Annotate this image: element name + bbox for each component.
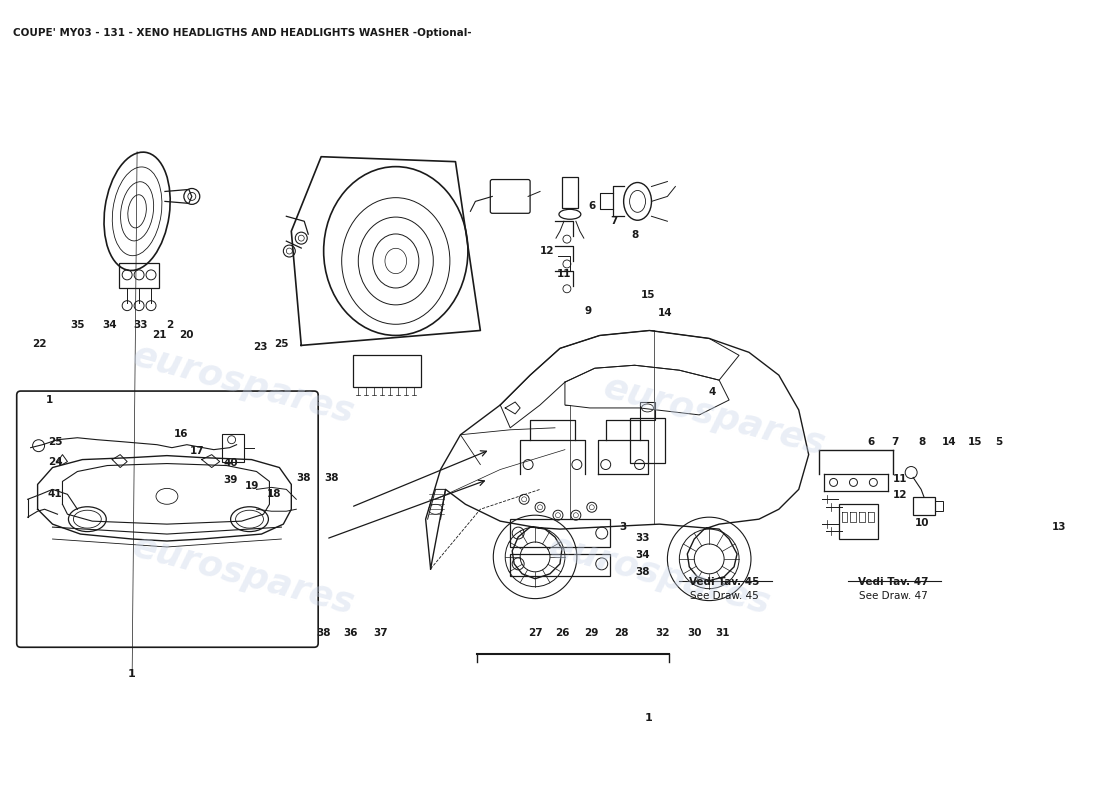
- Text: 30: 30: [688, 628, 702, 638]
- Bar: [510, 519, 609, 547]
- Text: 13: 13: [1052, 522, 1066, 532]
- Text: 22: 22: [32, 339, 46, 350]
- Text: 1: 1: [128, 669, 135, 679]
- Text: Vedi Tav. 45: Vedi Tav. 45: [689, 577, 759, 586]
- Bar: [510, 554, 609, 576]
- Text: 5: 5: [996, 437, 1002, 447]
- Text: 6: 6: [588, 201, 595, 211]
- Text: 23: 23: [253, 342, 267, 352]
- Text: 34: 34: [102, 320, 118, 330]
- Text: 38: 38: [316, 628, 331, 638]
- Text: 26: 26: [554, 628, 570, 638]
- Bar: [629, 418, 666, 462]
- Text: 14: 14: [658, 308, 672, 318]
- Text: 7: 7: [609, 216, 617, 226]
- Text: 33: 33: [133, 320, 147, 330]
- Text: 38: 38: [297, 473, 311, 483]
- Text: 29: 29: [584, 628, 598, 638]
- Text: COUPE' MY03 - 131 - XENO HEADLIGTHS AND HEADLIGHTS WASHER -Optional-: COUPE' MY03 - 131 - XENO HEADLIGTHS AND …: [13, 28, 472, 38]
- Text: Vedi Tav. 47: Vedi Tav. 47: [858, 577, 928, 586]
- Text: 24: 24: [48, 457, 63, 467]
- Text: eurospares: eurospares: [129, 529, 359, 621]
- Bar: [119, 263, 160, 288]
- Text: 37: 37: [373, 628, 387, 638]
- Text: eurospares: eurospares: [129, 338, 359, 430]
- Text: 18: 18: [267, 489, 282, 498]
- Text: 1: 1: [645, 713, 652, 722]
- Text: 19: 19: [245, 481, 260, 490]
- Text: 15: 15: [967, 437, 982, 447]
- Text: 7: 7: [891, 437, 899, 447]
- Text: 8: 8: [631, 230, 639, 240]
- Text: 20: 20: [179, 330, 194, 340]
- Bar: [639, 402, 656, 420]
- Text: See Draw. 47: See Draw. 47: [859, 590, 927, 601]
- Text: 15: 15: [641, 290, 656, 300]
- Bar: [562, 177, 578, 208]
- Text: 27: 27: [528, 628, 543, 638]
- Text: 35: 35: [70, 320, 85, 330]
- Text: 39: 39: [223, 475, 238, 486]
- Text: eurospares: eurospares: [544, 529, 774, 621]
- Text: 34: 34: [636, 550, 650, 560]
- Text: 17: 17: [190, 446, 205, 456]
- Text: 9: 9: [585, 306, 592, 316]
- Text: 38: 38: [636, 566, 650, 577]
- Text: 38: 38: [323, 473, 339, 483]
- Text: 3: 3: [619, 522, 627, 532]
- Text: eurospares: eurospares: [600, 370, 829, 462]
- Text: See Draw. 45: See Draw. 45: [690, 590, 759, 601]
- Text: 2: 2: [166, 320, 174, 330]
- Text: 16: 16: [174, 429, 188, 439]
- Bar: [838, 504, 878, 539]
- Text: 28: 28: [614, 628, 628, 638]
- Text: 8: 8: [918, 437, 926, 447]
- Bar: [913, 498, 935, 515]
- Text: 32: 32: [656, 628, 670, 638]
- Bar: [222, 434, 243, 462]
- Text: 11: 11: [893, 474, 907, 485]
- Text: 1: 1: [46, 395, 54, 405]
- Text: 12: 12: [539, 246, 554, 256]
- Bar: [935, 502, 943, 511]
- Text: 14: 14: [943, 437, 957, 447]
- Text: 4: 4: [708, 387, 716, 397]
- Text: 40: 40: [223, 458, 238, 468]
- Text: 12: 12: [893, 490, 907, 500]
- Text: 10: 10: [915, 518, 930, 528]
- Text: 11: 11: [557, 270, 572, 279]
- Text: 21: 21: [152, 330, 166, 340]
- Text: 41: 41: [48, 489, 63, 498]
- Text: 36: 36: [343, 628, 359, 638]
- Text: 6: 6: [867, 437, 875, 447]
- Text: 25: 25: [275, 339, 289, 350]
- Text: 31: 31: [716, 628, 730, 638]
- Text: 33: 33: [636, 534, 650, 543]
- Text: 25: 25: [48, 437, 63, 447]
- Bar: [353, 355, 420, 387]
